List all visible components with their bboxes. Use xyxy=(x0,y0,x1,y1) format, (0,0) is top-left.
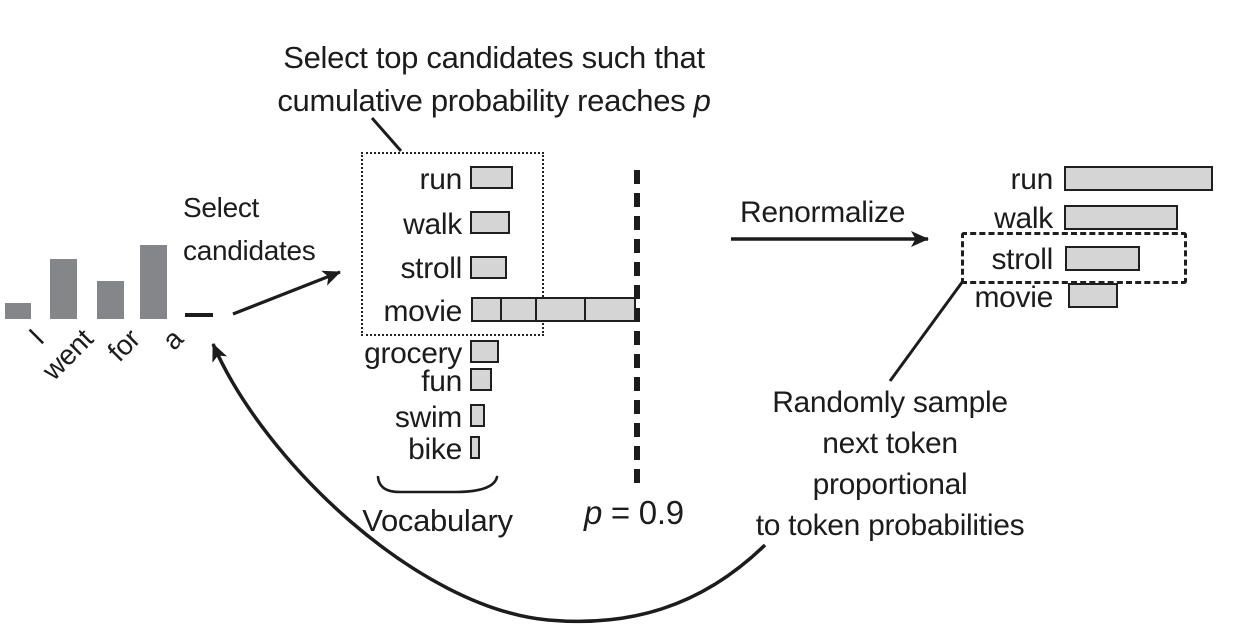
top-note-line1: Select top candidates such that xyxy=(283,40,705,75)
p-variable: p xyxy=(584,494,603,531)
vocab-word: fun xyxy=(421,365,462,398)
next-token-blank xyxy=(185,313,213,317)
top-note-pointer-line xyxy=(370,117,403,152)
vocab-word: swim xyxy=(394,401,462,434)
vocab-bar xyxy=(470,436,480,459)
renorm-bar xyxy=(1065,246,1140,271)
cumulative-probability-bar xyxy=(471,297,636,322)
renorm-bar xyxy=(1064,166,1213,191)
sampled-token-box xyxy=(961,232,1187,284)
vocab-word: movie xyxy=(383,295,462,328)
vocab-bar xyxy=(470,340,499,363)
top-candidates-selection-box xyxy=(361,152,544,336)
cumulative-segment xyxy=(471,297,502,322)
vocabulary-underbrace xyxy=(376,475,499,494)
vocab-word: bike xyxy=(408,433,462,466)
renorm-bar xyxy=(1068,283,1118,308)
vocab-bar xyxy=(470,166,513,189)
vocab-bar xyxy=(470,368,492,391)
cumulative-segment xyxy=(584,297,636,322)
sample-note: Randomly sample next token proportional … xyxy=(755,386,1025,542)
vocabulary-caption: Vocabulary xyxy=(362,503,513,538)
p-variable: p xyxy=(693,83,711,118)
vocab-word: grocery xyxy=(364,337,462,370)
renorm-bar xyxy=(1064,205,1178,230)
context-bar xyxy=(50,259,77,319)
context-bar xyxy=(140,245,167,319)
top-note: Select top candidates such that cumulati… xyxy=(215,36,773,122)
vocab-bar xyxy=(470,256,507,279)
vocab-word: stroll xyxy=(400,252,462,285)
vocab-word: run xyxy=(419,163,463,196)
renorm-word: run xyxy=(1010,163,1054,196)
context-bar xyxy=(97,281,124,319)
vocab-bar xyxy=(470,211,510,234)
renorm-word: stroll xyxy=(991,243,1053,276)
cumulative-segment xyxy=(500,297,537,322)
context-token-chart xyxy=(5,245,170,319)
p-threshold-label: p = 0.9 xyxy=(584,494,684,531)
vocab-word: walk xyxy=(403,208,462,241)
top-note-line2: cumulative probability reaches p xyxy=(277,83,711,118)
renorm-word: movie xyxy=(974,281,1053,314)
renormalize-label: Renormalize xyxy=(740,196,906,229)
cumulative-segment xyxy=(535,297,586,322)
context-bar xyxy=(5,303,31,319)
vocab-bar xyxy=(470,404,485,427)
renorm-word: walk xyxy=(994,202,1053,235)
select-candidates-label: Select candidates xyxy=(183,192,316,266)
